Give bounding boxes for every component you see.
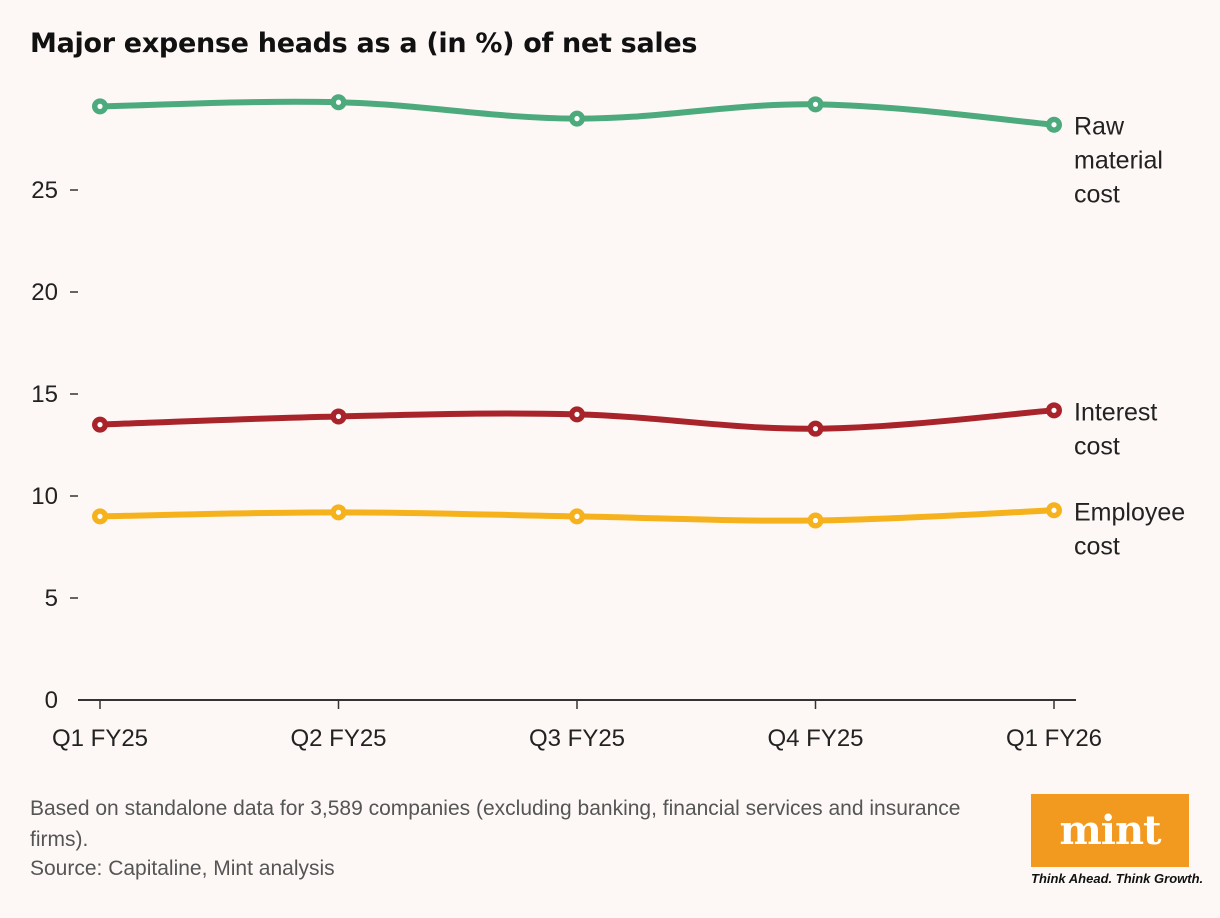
- footnote: Based on standalone data for 3,589 compa…: [30, 797, 961, 851]
- mint-logo: mint: [1031, 794, 1189, 867]
- logo-tagline: Think Ahead. Think Growth.: [1031, 871, 1204, 886]
- y-tick-label: 0: [45, 687, 58, 714]
- employee-cost-point-center: [812, 517, 819, 524]
- source-note: Source: Capitaline, Mint analysis: [30, 857, 335, 880]
- interest-cost-point-center: [574, 411, 580, 417]
- x-tick-label: Q1 FY25: [52, 725, 148, 752]
- raw-material-cost-point-center: [574, 116, 580, 122]
- y-tick-label: 20: [31, 279, 58, 306]
- employee-cost-label: Employee cost: [1074, 498, 1185, 560]
- interest-cost-label: Interest cost: [1074, 398, 1157, 460]
- raw-material-cost-point-center: [97, 103, 103, 109]
- x-tick-label: Q4 FY25: [767, 725, 863, 752]
- raw-material-cost-point-center: [1051, 122, 1057, 128]
- employee-cost-point-center: [97, 513, 103, 520]
- employee-cost-point-center: [1051, 507, 1057, 513]
- raw-material-cost-point-center: [335, 99, 342, 105]
- employee-cost-point-center: [574, 513, 580, 520]
- employee-cost-point-center: [335, 509, 342, 515]
- y-tick-label: 5: [45, 585, 58, 612]
- y-tick-label: 25: [31, 177, 58, 204]
- y-tick-label: 10: [31, 483, 58, 510]
- x-tick-label: Q3 FY25: [529, 725, 625, 752]
- chart-title: Major expense heads as a (in %) of net s…: [30, 28, 698, 59]
- line-chart: 0 5 10 15 20 25 Q1 FY25 Q2 FY25 Q3 FY25 Q4 FY25 Q1…: [31, 94, 1185, 752]
- interest-cost-point-center: [1051, 407, 1057, 413]
- raw-material-cost-label: Raw material cost: [1074, 113, 1163, 209]
- raw-material-cost-point-center: [812, 101, 819, 107]
- chart-series: [92, 94, 1062, 529]
- y-tick-label: 15: [31, 381, 58, 408]
- interest-cost-point-center: [335, 413, 342, 420]
- chart-axes: 0 5 10 15 20 25 Q1 FY25 Q2 FY25 Q3 FY25 Q4 FY25 Q1…: [31, 177, 1102, 752]
- interest-cost-point-center: [812, 426, 819, 432]
- x-tick-label: Q2 FY25: [290, 725, 386, 752]
- x-tick-label: Q1 FY26: [1006, 725, 1102, 752]
- interest-cost-point-center: [97, 422, 103, 428]
- series-labels: Raw material cost Interest cost Employee cost: [1074, 113, 1185, 561]
- logo-text: mint: [1059, 807, 1161, 854]
